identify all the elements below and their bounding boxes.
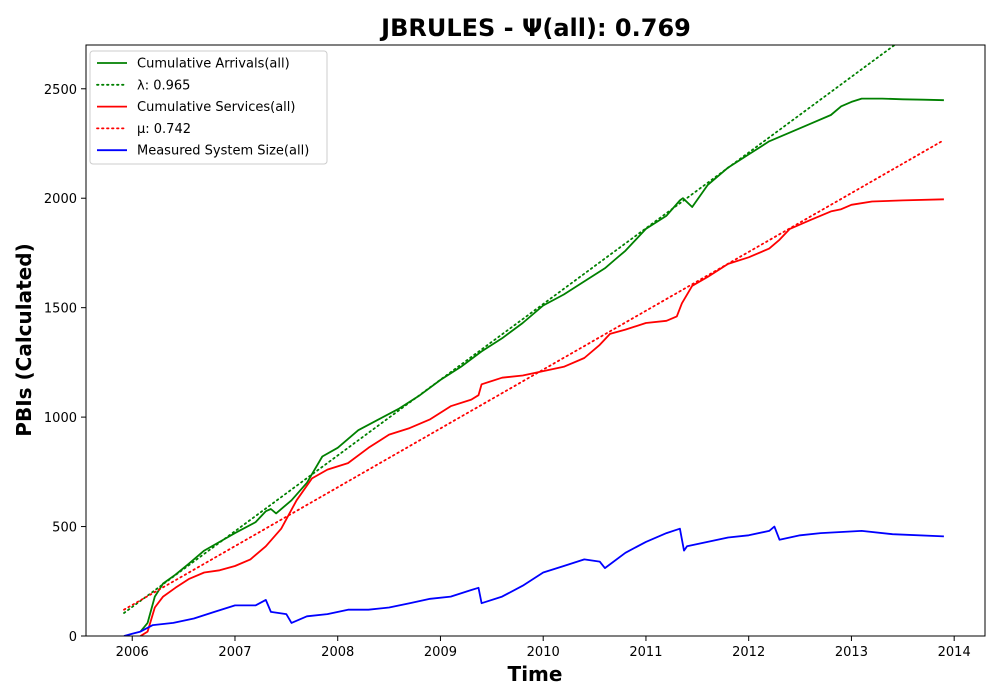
legend-label-3: μ: 0.742 (137, 122, 191, 137)
y-axis-label: PBIs (Calculated) (12, 243, 36, 436)
x-tick-label: 2009 (424, 645, 457, 660)
x-tick-label: 2008 (321, 645, 354, 660)
legend-label-0: Cumulative Arrivals(all) (137, 57, 290, 72)
x-tick-label: 2011 (629, 645, 662, 660)
x-axis-label: Time (508, 662, 563, 686)
legend-label-4: Measured System Size(all) (137, 144, 309, 159)
x-tick-label: 2007 (218, 645, 251, 660)
y-tick-label: 1500 (44, 302, 77, 317)
x-tick-label: 2012 (732, 645, 765, 660)
x-tick-label: 2014 (938, 645, 971, 660)
y-tick-label: 0 (69, 630, 77, 645)
y-tick-label: 2500 (44, 83, 77, 98)
x-tick-label: 2013 (835, 645, 868, 660)
y-tick-label: 500 (52, 521, 77, 536)
legend-label-2: Cumulative Services(all) (137, 100, 295, 115)
legend-label-1: λ: 0.965 (137, 78, 190, 93)
x-tick-label: 2010 (527, 645, 560, 660)
chart-title: JBRULES - Ψ(all): 0.769 (379, 14, 691, 42)
x-tick-label: 2006 (116, 645, 149, 660)
legend: Cumulative Arrivals(all) λ: 0.965 Cumulati… (90, 51, 327, 164)
y-tick-label: 2000 (44, 192, 77, 207)
y-tick-label: 1000 (44, 411, 77, 426)
